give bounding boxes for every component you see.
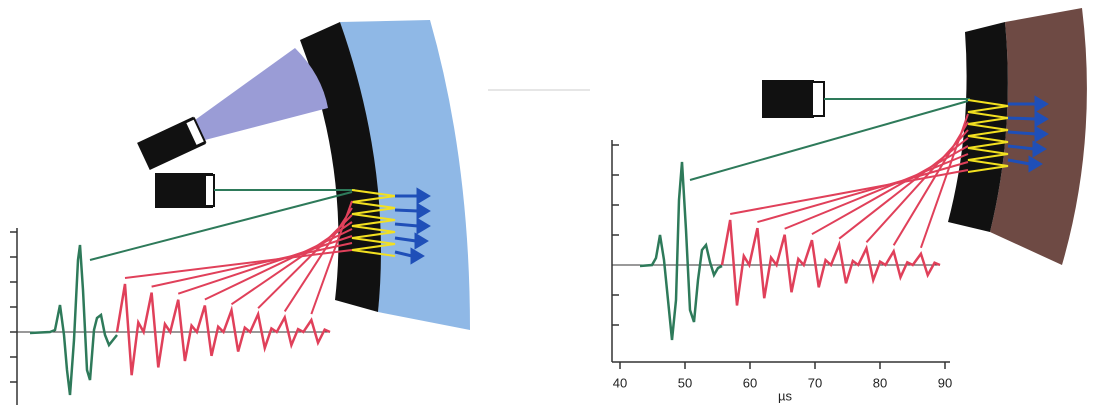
- reflections: [722, 114, 968, 306]
- probe-face: [205, 175, 214, 206]
- wall-echo: [640, 162, 722, 340]
- reflection-line: [152, 243, 352, 287]
- reflection-line: [178, 236, 352, 294]
- x-tick-label: 50: [678, 375, 692, 390]
- reflection-line: [757, 162, 968, 222]
- x-ticks: [620, 362, 945, 369]
- x-tick-label: 80: [873, 375, 887, 390]
- echo-line: [690, 101, 968, 180]
- reflection-wave: [117, 284, 330, 375]
- x-tick-label: 90: [938, 375, 952, 390]
- wall-echo: [30, 245, 117, 395]
- x-axis-unit: µs: [778, 388, 792, 403]
- probe-angled: [137, 117, 206, 170]
- figure: µs 40 50 60 70 80 90: [0, 0, 1095, 413]
- right-illustration: µs: [612, 8, 1087, 403]
- x-tick-label: 70: [808, 375, 822, 390]
- x-tick-label: 60: [743, 375, 757, 390]
- reflection-line: [730, 170, 968, 214]
- page: µs 405060708090 (() => { const data = JS…: [0, 0, 1095, 413]
- x-tick-label: 40: [613, 375, 627, 390]
- left-illustration: [10, 20, 470, 405]
- probe: [762, 80, 814, 118]
- probe-face: [812, 82, 824, 116]
- reflection-wave: [722, 220, 940, 306]
- reflections: [117, 201, 352, 375]
